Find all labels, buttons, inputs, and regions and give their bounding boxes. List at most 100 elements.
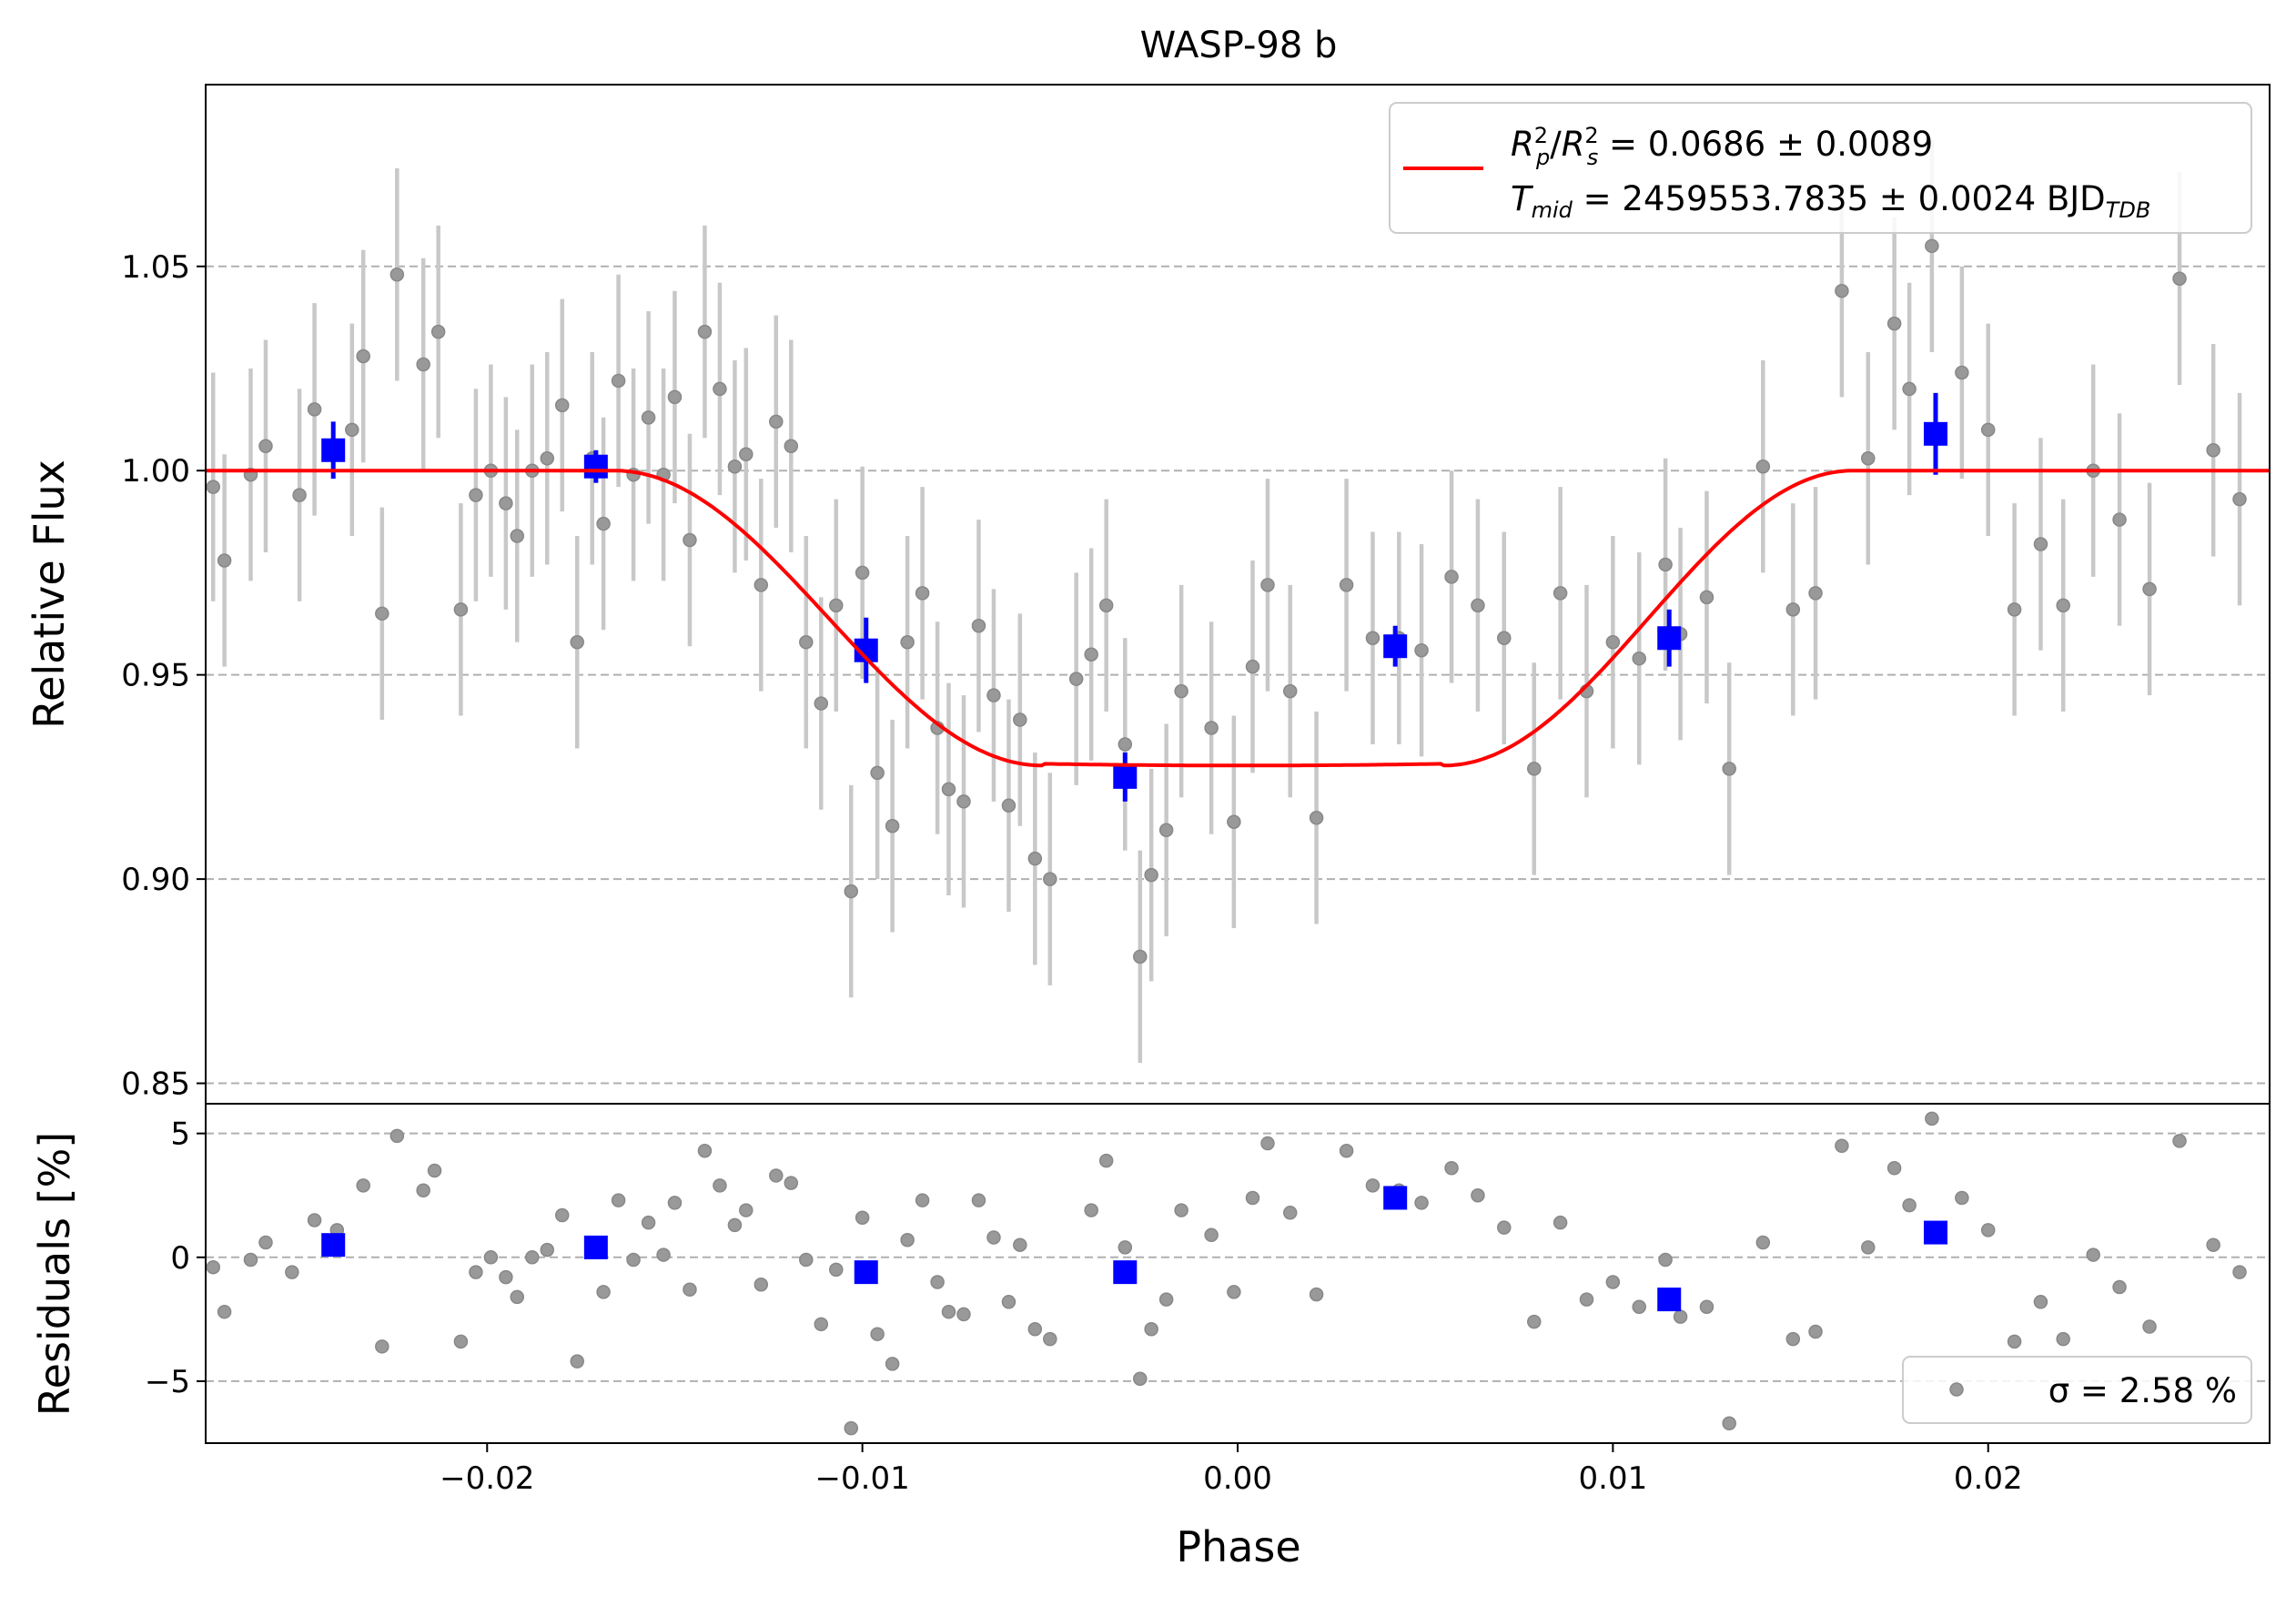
residuals-datapoints (206, 1111, 2247, 1436)
flux-datapoint (2232, 491, 2247, 507)
flux-datapoint (292, 488, 307, 502)
residual-datapoint (217, 1304, 232, 1319)
residual-datapoint (667, 1196, 683, 1210)
flux-datapoint (1605, 634, 1621, 650)
flux-datapoint (870, 765, 885, 781)
flux-ylabel: Relative Flux (25, 460, 74, 729)
residual-datapoint (1955, 1190, 1969, 1206)
flux-datapoint (1722, 762, 1736, 776)
residual-datapoint (389, 1128, 405, 1144)
residual-datapoint (1084, 1203, 1098, 1217)
flux-datapoint (754, 578, 769, 592)
flux-datapoint (499, 496, 513, 510)
flux-datapoint (683, 532, 697, 548)
residual-datapoint (596, 1285, 611, 1299)
residual-datapoint (1722, 1416, 1736, 1430)
flux-datapoint (258, 439, 273, 454)
flux-legend-box (1389, 102, 2252, 234)
residual-datapoint (427, 1163, 442, 1178)
flux-datapoint (2206, 443, 2220, 458)
residual-datapoint (540, 1242, 555, 1258)
residual-datapoint (1013, 1237, 1027, 1252)
flux-datapoint (2056, 598, 2070, 613)
flux-datapoint (1925, 238, 1939, 254)
flux-datapoint (799, 634, 814, 650)
residual-datapoint (499, 1269, 513, 1285)
flux-binned-point (1383, 634, 1408, 659)
residual-datapoint (626, 1252, 641, 1268)
legend-residual-swatch (1949, 1382, 1964, 1397)
flux-datapoint (986, 688, 1001, 702)
phase-xtick-label: 0.01 (1579, 1460, 1648, 1497)
residual-datapoint (1471, 1187, 1485, 1203)
flux-datapoint (1013, 712, 1027, 727)
flux-datapoint (829, 598, 844, 613)
flux-datapoint (611, 373, 626, 389)
flux-datapoint (697, 324, 713, 339)
residual-datapoint (2056, 1331, 2070, 1347)
residual-datapoint (697, 1143, 713, 1158)
residuals-panel: −5 0 5 −0.02 −0.01 0.00 0.01 0.02 Residuals [%… (30, 1103, 2271, 1571)
residual-binned-point (321, 1233, 346, 1258)
residual-datapoint (2112, 1279, 2127, 1295)
residual-datapoint (1699, 1299, 1714, 1315)
flux-binned-point (1657, 626, 1682, 651)
residual-datapoint (1861, 1240, 1876, 1255)
residual-datapoint (829, 1262, 844, 1278)
residual-datapoint (206, 1259, 220, 1275)
flux-datapoint (1227, 814, 1241, 830)
residual-datapoint (453, 1334, 469, 1349)
residual-datapoint (2007, 1334, 2022, 1349)
residual-datapoint (1980, 1223, 1996, 1237)
residual-datapoint (1925, 1111, 1939, 1126)
residual-datapoint (469, 1265, 483, 1279)
flux-datapoint (1365, 631, 1381, 646)
residual-datapoint (1098, 1153, 1114, 1168)
flux-datapoint (217, 553, 232, 568)
flux-datapoint (469, 488, 483, 502)
flux-datapoint (1043, 872, 1057, 886)
flux-datapoint (1158, 823, 1174, 837)
flux-datapoint (2142, 581, 2157, 597)
residuals-binned-points (321, 1186, 1947, 1312)
flux-datapoint (1755, 459, 1771, 474)
residual-datapoint (611, 1193, 626, 1207)
flux-binned-point (583, 454, 608, 479)
residual-datapoint (307, 1213, 322, 1227)
residual-binned-point (1383, 1186, 1408, 1210)
flux-datapoint (739, 447, 754, 462)
residual-datapoint (1339, 1143, 1354, 1158)
residual-datapoint (900, 1232, 915, 1247)
residual-datapoint (683, 1282, 697, 1297)
residual-datapoint (243, 1252, 258, 1268)
flux-datapoint (1414, 642, 1429, 658)
flux-datapoint (1658, 557, 1673, 572)
residual-datapoint (844, 1420, 859, 1436)
phase-xlabel: Phase (1176, 1522, 1300, 1571)
flux-datapoint (430, 324, 446, 339)
residual-binned-point (1113, 1260, 1138, 1285)
residual-datapoint (1001, 1295, 1017, 1309)
flux-datapoint (667, 389, 683, 405)
residual-datapoint (930, 1275, 945, 1289)
residuals-ylabel: Residuals [%] (30, 1132, 79, 1416)
flux-datapoint (416, 357, 430, 372)
residual-datapoint (1444, 1161, 1459, 1176)
flux-binned-point (321, 438, 346, 462)
residual-datapoint (2086, 1247, 2100, 1262)
residual-datapoint (2232, 1265, 2247, 1279)
flux-datapoint (1785, 602, 1801, 617)
flux-datapoint (1808, 586, 1823, 601)
flux-datapoint (885, 818, 900, 833)
residual-datapoint (814, 1317, 829, 1332)
residual-datapoint (375, 1339, 389, 1354)
flux-datapoint (2112, 512, 2127, 527)
flux-datapoint (1471, 598, 1485, 613)
phase-xaxis-ticks: −0.02 −0.01 0.00 0.01 0.02 (440, 1443, 2023, 1497)
residuals-legend: σ = 2.58 % (1902, 1356, 2252, 1424)
residual-datapoint (570, 1354, 584, 1369)
flux-datapoint (345, 422, 359, 438)
flux-datapoint (1084, 647, 1098, 662)
flux-panel: 0.85 0.90 0.95 1.00 1.05 WASP-98 b Relative … (25, 25, 2271, 1105)
residuals-ytick-label: −5 (145, 1364, 190, 1400)
